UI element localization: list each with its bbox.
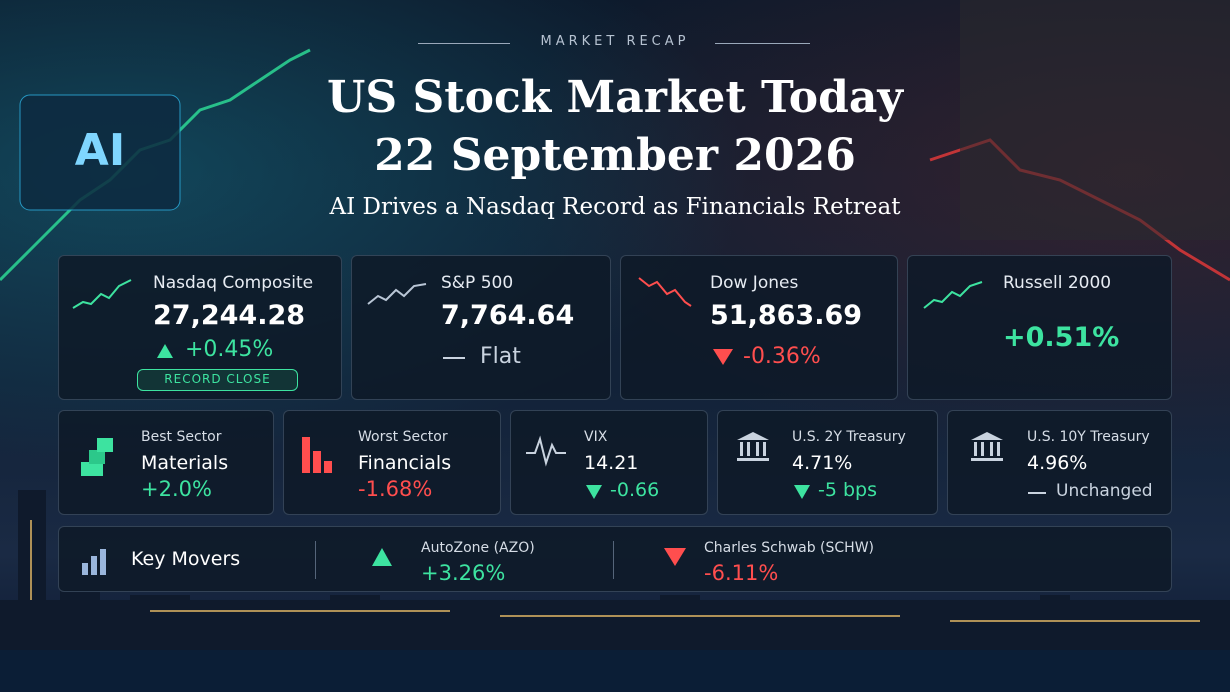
stat-change: +2.0% <box>141 477 212 501</box>
divider <box>315 541 316 579</box>
title: 22 September 2026 <box>374 130 856 181</box>
kicker-rule <box>715 43 810 44</box>
stat-change: -1.68% <box>358 477 433 501</box>
index-card: Dow Jones 51,863.69 -0.36% <box>620 255 898 400</box>
index-name: Nasdaq Composite <box>153 273 314 293</box>
stat-value: Materials <box>141 452 229 474</box>
stat-card: VIX 14.21 -0.66 <box>510 410 708 515</box>
up-arrow <box>372 548 392 566</box>
down-arrow <box>586 485 602 499</box>
index-card: Nasdaq Composite 27,244.28 +0.45% RECORD… <box>58 255 342 400</box>
divider <box>613 541 614 579</box>
stat-label: VIX <box>584 429 608 445</box>
index-value: 51,863.69 <box>710 300 863 331</box>
chart-icon <box>82 549 106 575</box>
stat-label: U.S. 10Y Treasury <box>1027 429 1150 445</box>
stat-value: 14.21 <box>584 452 639 474</box>
sparkline <box>72 279 132 309</box>
stat-change: -5 bps <box>818 479 878 501</box>
index-change: +0.51% <box>1003 322 1120 353</box>
stat-card: U.S. 10Y Treasury 4.96% Unchanged <box>947 410 1172 515</box>
up-arrow <box>157 344 173 358</box>
index-change: Flat <box>480 344 521 369</box>
stat-label: Best Sector <box>141 429 222 445</box>
bank-icon <box>971 432 1003 461</box>
mover-name: AutoZone (AZO) <box>421 540 535 556</box>
index-value: 27,244.28 <box>153 300 306 331</box>
index-name: Dow Jones <box>710 273 799 293</box>
title: US Stock Market Today <box>327 72 903 123</box>
sparkline <box>367 283 427 305</box>
stat-card: U.S. 2Y Treasury 4.71% -5 bps <box>717 410 938 515</box>
mover-change: +3.26% <box>421 561 506 585</box>
bank-icon <box>737 432 769 461</box>
index-value: 7,764.64 <box>441 300 575 331</box>
index-change: +0.45% <box>185 337 274 362</box>
stat-card: Best Sector Materials +2.0% <box>58 410 274 515</box>
flat-dash <box>1028 492 1046 494</box>
sparkline <box>923 281 983 309</box>
stat-change: -0.66 <box>610 479 660 501</box>
index-name: S&P 500 <box>441 273 514 293</box>
mover-change: -6.11% <box>704 561 779 585</box>
index-card: Russell 2000 +0.51% <box>907 255 1172 400</box>
stat-card: Worst Sector Financials -1.68% <box>283 410 501 515</box>
movers-bar: Key Movers AutoZone (AZO) +3.26% Charles… <box>58 526 1172 592</box>
index-card: S&P 500 7,764.64 Flat <box>351 255 611 400</box>
pulse-icon <box>526 435 566 467</box>
stat-change: Unchanged <box>1056 481 1153 501</box>
bars-icon <box>302 437 332 473</box>
down-arrow <box>794 485 810 499</box>
stat-value: 4.71% <box>792 452 853 474</box>
mover-name: Charles Schwab (SCHW) <box>704 540 875 556</box>
down-arrow <box>664 548 686 566</box>
stat-value: Financials <box>358 452 452 474</box>
badge: RECORD CLOSE <box>137 369 298 391</box>
sparkline <box>638 277 692 307</box>
blocks-icon <box>81 438 113 476</box>
svg-text:AI: AI <box>75 125 125 176</box>
movers-title: Key Movers <box>131 548 241 570</box>
stat-label: U.S. 2Y Treasury <box>792 429 906 445</box>
stat-value: 4.96% <box>1027 452 1088 474</box>
kicker-rule <box>418 43 510 44</box>
kicker: MARKET RECAP <box>540 34 690 49</box>
subtitle: AI Drives a Nasdaq Record as Financials … <box>329 194 901 220</box>
stat-label: Worst Sector <box>358 429 448 445</box>
flat-dash <box>443 357 465 359</box>
index-change: -0.36% <box>743 344 821 369</box>
index-name: Russell 2000 <box>1003 273 1112 293</box>
down-arrow <box>713 349 733 365</box>
